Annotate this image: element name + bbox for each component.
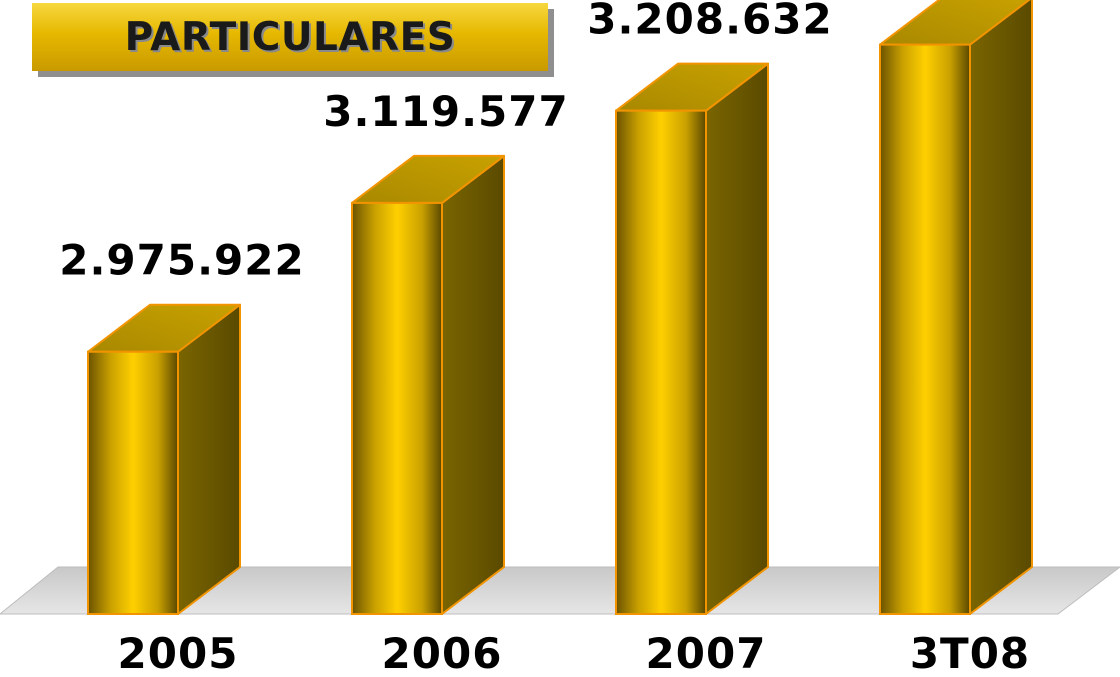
value-label-2005: 2.975.922 bbox=[59, 236, 304, 285]
bar-side-3T08 bbox=[969, 0, 1033, 615]
bar-side-2005 bbox=[177, 303, 241, 615]
category-label-2006: 2006 bbox=[382, 629, 503, 677]
bar-2007 bbox=[615, 62, 769, 615]
bar-2006 bbox=[351, 154, 505, 616]
category-label-2007: 2007 bbox=[646, 629, 767, 677]
bar-front-2006 bbox=[351, 201, 443, 616]
value-label-2007: 3.208.632 bbox=[587, 0, 832, 44]
category-label-3T08: 3T08 bbox=[910, 629, 1030, 677]
chart-title: PARTICULARES bbox=[124, 14, 456, 60]
bar-front-3T08 bbox=[879, 43, 971, 615]
category-label-2005: 2005 bbox=[118, 629, 239, 677]
bar-side-2007 bbox=[705, 62, 769, 615]
bar-2005 bbox=[87, 303, 241, 615]
bar-side-2006 bbox=[441, 154, 505, 615]
value-label-2006: 3.119.577 bbox=[323, 87, 568, 136]
bar-front-2007 bbox=[615, 109, 707, 615]
title-banner: PARTICULARES bbox=[32, 3, 548, 71]
bar-3T08 bbox=[879, 0, 1033, 615]
bar-front-2005 bbox=[87, 350, 179, 615]
